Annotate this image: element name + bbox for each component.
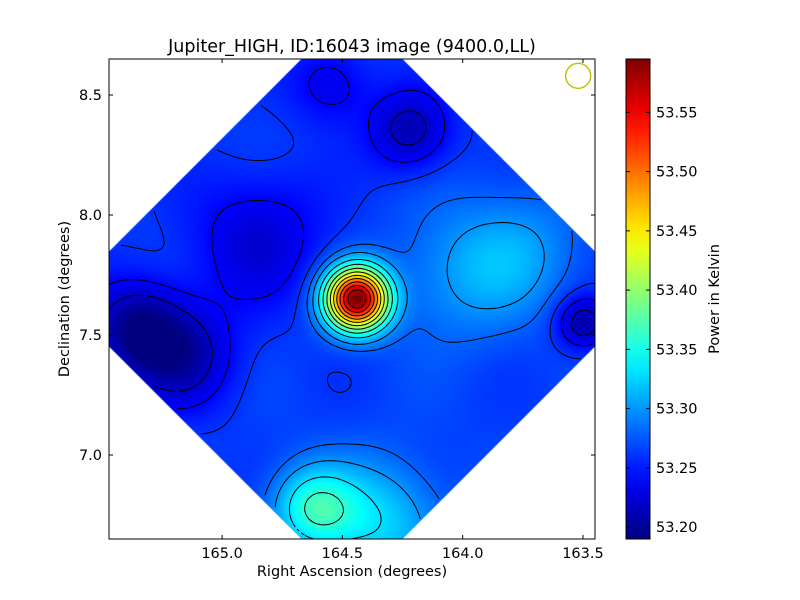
colorbar-tick-label: 53.50: [656, 165, 698, 181]
x-tick-label: 165.0: [201, 546, 243, 562]
colorbar-tick-label: 53.30: [656, 402, 698, 418]
chart-title: Jupiter_HIGH, ID:16043 image (9400.0,LL): [167, 37, 536, 57]
colorbar: 53.20 53.25 53.30 53.35 53.40 53.45 53.50 53.55…: [625, 58, 723, 540]
y-tick-label: 7.5: [79, 328, 102, 344]
colorbar-tick-label: 53.25: [656, 461, 698, 477]
colorbar-tick-label: 53.20: [656, 520, 698, 536]
x-axis-label: Right Ascension (degrees): [257, 564, 447, 580]
contour-lines: [109, 66, 595, 539]
contour-line-8: [326, 267, 389, 330]
beam-marker: [564, 62, 592, 90]
contour-line-14: [347, 289, 367, 309]
x-tick-label: 164.0: [442, 546, 484, 562]
plot-frame: [108, 58, 596, 540]
heatmap-image: [109, 59, 595, 539]
contour-line-2: [109, 66, 595, 409]
y-tick-label: 8.0: [79, 208, 102, 224]
x-axis: 165.0 164.5 164.0 163.5: [201, 59, 604, 562]
y-tick-label: 8.5: [79, 88, 102, 104]
contour-line-4: [264, 196, 573, 500]
y-axis-label: Declination (degrees): [57, 221, 73, 377]
contour-line-5: [274, 222, 545, 520]
colorbar-frame: [625, 58, 651, 540]
contour-line-12: [339, 281, 375, 317]
contour-line-13: [343, 284, 372, 313]
colorbar-label: Power in Kelvin: [707, 244, 723, 354]
contour-line-10: [333, 274, 382, 323]
colorbar-tick-label: 53.45: [656, 224, 698, 240]
x-tick-label: 164.5: [322, 546, 364, 562]
colorbar-tick-label: 53.35: [656, 342, 698, 358]
contour-line-11: [336, 278, 379, 320]
contour-line-7: [304, 263, 393, 526]
contour-line-1: [109, 110, 595, 392]
plot-area: [108, 58, 596, 540]
y-tick-label: 7.0: [79, 448, 102, 464]
y-axis: 7.0 7.5 8.0 8.5: [79, 88, 595, 464]
colorbar-fill: [626, 59, 650, 539]
contour-line-3: [120, 104, 595, 435]
contour-line-9: [329, 271, 385, 327]
x-tick-label: 163.5: [562, 546, 604, 562]
colorbar-tick-label: 53.55: [656, 105, 698, 121]
colorbar-tick-label: 53.40: [656, 283, 698, 299]
colorbar-ticks: 53.20 53.25 53.30 53.35 53.40 53.45 53.50 53.55: [626, 105, 698, 536]
contour-line-6: [288, 259, 399, 539]
